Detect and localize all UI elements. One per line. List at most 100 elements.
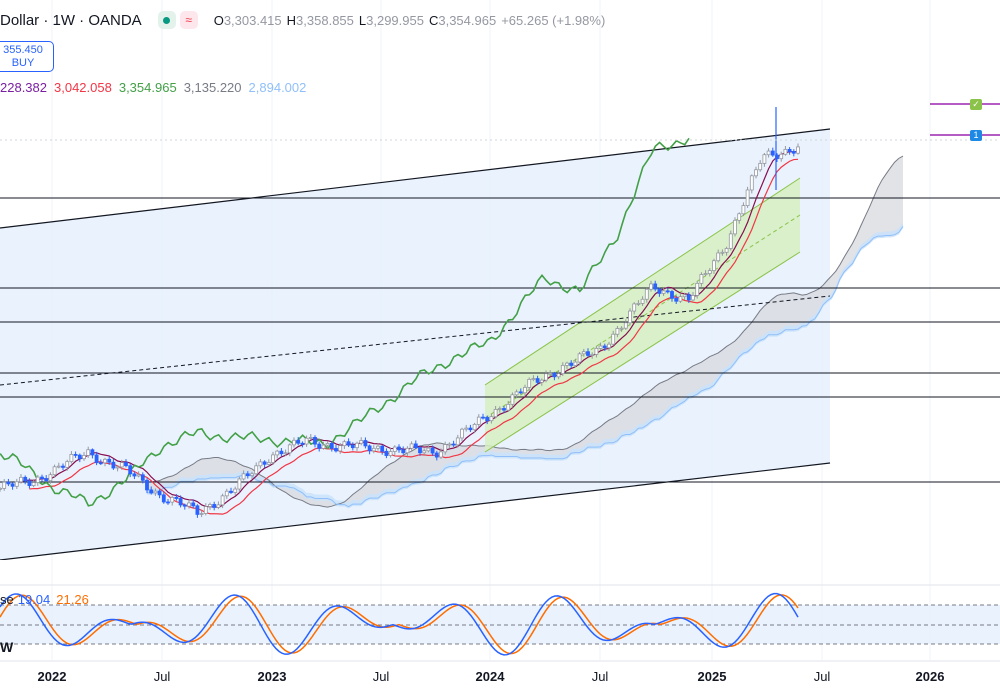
candle-body (35, 476, 40, 483)
candle-body (342, 441, 347, 447)
candle-body (56, 465, 61, 468)
candle-body (737, 213, 742, 221)
market-open-dot-icon[interactable] (157, 11, 176, 29)
candle-body (485, 417, 490, 422)
candle-body (527, 378, 532, 388)
candle-body (317, 443, 322, 449)
candle-body (397, 446, 401, 451)
candle-body (296, 439, 301, 444)
candle-body (157, 490, 162, 496)
candle-body (166, 501, 170, 504)
candle-body (636, 303, 641, 305)
tenkan-sen-line (29, 158, 799, 515)
candle-body (82, 455, 86, 460)
candle-body (191, 502, 196, 507)
buy-button[interactable]: 355.450 BUY (0, 41, 54, 72)
candle-body (754, 169, 758, 177)
candle-body (254, 465, 259, 475)
candle-body (52, 466, 57, 476)
candle-body (283, 452, 288, 455)
candle-body (611, 333, 616, 345)
candle-body (111, 461, 116, 469)
candle-body (518, 391, 523, 394)
wide-channel-upper[interactable] (0, 128, 831, 229)
candle-body (250, 473, 254, 477)
candle-body (271, 454, 275, 463)
candle-body (632, 303, 637, 312)
candle-body (153, 490, 158, 494)
symbol-header[interactable]: Dollar · 1W · OANDA ≈ O3,303.415 H3,358.8… (0, 8, 610, 32)
candle-body (73, 454, 78, 456)
time-tick: 2023 (257, 669, 287, 684)
candle-body (199, 513, 204, 515)
candle-body (94, 454, 99, 464)
candle-body (695, 282, 700, 296)
candle-body (325, 442, 330, 446)
candle-body (598, 345, 603, 349)
candle-body (14, 481, 19, 487)
candle-body (355, 442, 359, 449)
horizontal-levels[interactable] (0, 197, 1000, 483)
indicator-value: 3,354.965 (118, 80, 177, 95)
candle-body (472, 423, 477, 431)
buy-label: BUY (11, 57, 35, 69)
time-tick: 2022 (37, 669, 67, 684)
candle-body (258, 461, 263, 467)
candle-body (422, 450, 427, 454)
interval-label: W (0, 639, 14, 655)
candle-body (2, 481, 7, 489)
candle-body (602, 345, 607, 349)
candle-body (502, 408, 506, 411)
candle-body (359, 440, 364, 444)
candle-body (682, 294, 687, 298)
candle-body (140, 474, 145, 481)
candle-body (569, 362, 574, 366)
time-tick: Jul (153, 669, 171, 684)
candle-body (476, 416, 481, 425)
candle-body (170, 496, 175, 503)
wide-channel-lower[interactable] (0, 462, 831, 560)
senkou-span-a-line (146, 155, 904, 508)
candle-body (401, 449, 406, 454)
candle-body (388, 451, 393, 456)
candle-body (40, 476, 44, 479)
candle-body (766, 150, 771, 156)
candle-body (65, 461, 70, 468)
stochastic-legend[interactable]: se 19.04 21.26 (0, 592, 89, 607)
approx-equal-icon[interactable]: ≈ (179, 11, 198, 29)
candle-body (464, 427, 469, 430)
candle-body (590, 354, 595, 356)
candle-body (19, 476, 23, 483)
symbol-title[interactable]: Dollar · 1W · OANDA (0, 11, 142, 29)
candle-body (346, 441, 351, 446)
candle-body (506, 403, 511, 411)
candle-body (334, 447, 338, 452)
candle-body (350, 444, 355, 449)
stoch-k-line (0, 592, 799, 656)
candle-body (619, 327, 624, 330)
candle-body (535, 378, 540, 383)
candle-body (644, 288, 649, 300)
candle-body (674, 297, 679, 302)
candle-body (90, 449, 95, 456)
check-flag-icon[interactable]: ✓ (970, 99, 982, 110)
buy-price: 355.450 (3, 44, 43, 56)
regression-channel-fill (485, 178, 800, 452)
candle-body (329, 442, 334, 449)
candle-body (716, 252, 721, 262)
wide-channel-fill (0, 129, 830, 560)
candle-body (539, 379, 544, 383)
candle-body (510, 394, 515, 405)
dashed-trend-line[interactable] (0, 295, 831, 386)
candle-body (439, 451, 443, 458)
time-tick: Jul (372, 669, 390, 684)
number-flag-icon[interactable]: 1 (970, 130, 982, 141)
candle-body (48, 474, 53, 482)
candle-body (489, 416, 494, 422)
candle-body (581, 351, 586, 355)
time-tick: 2025 (697, 669, 727, 684)
candle-body (275, 450, 280, 456)
candle-body (178, 498, 183, 506)
candle-body (384, 450, 389, 456)
